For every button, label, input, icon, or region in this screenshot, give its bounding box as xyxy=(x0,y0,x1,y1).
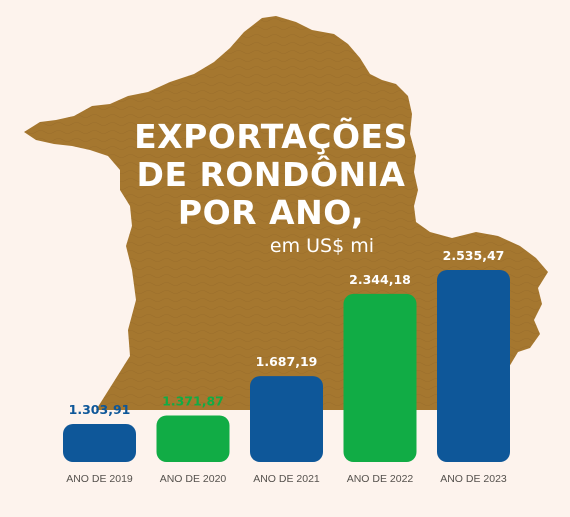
category-label-4: ANO DE 2022 xyxy=(347,473,414,485)
bar-2 xyxy=(156,415,230,462)
rondonia-map-texture xyxy=(24,16,548,410)
value-label-5: 2.535,47 xyxy=(443,248,505,263)
chart-subtitle: em US$ mi xyxy=(269,235,374,257)
bar-5 xyxy=(437,270,510,462)
bar-4 xyxy=(343,293,417,462)
chart-title: EXPORTAÇÕES DE RONDÔNIA POR ANO, em US$ … xyxy=(130,118,412,258)
title-line-3: POR ANO, xyxy=(177,193,365,232)
rondonia-map xyxy=(24,16,548,410)
bars-layer: 1.303,91 ANO DE 2019 1.371,87 ANO DE 2020 1.… xyxy=(63,248,510,485)
value-label-2: 1.371,87 xyxy=(162,394,224,409)
bar-3 xyxy=(250,376,323,462)
category-label-5: ANO DE 2023 xyxy=(440,473,507,485)
value-label-4: 2.344,18 xyxy=(349,272,411,287)
title-line-1: EXPORTAÇÕES xyxy=(134,117,408,156)
category-label-1: ANO DE 2019 xyxy=(66,473,133,485)
value-label-1: 1.303,91 xyxy=(69,402,131,417)
bar-1 xyxy=(63,423,136,462)
category-label-2: ANO DE 2020 xyxy=(160,473,227,485)
value-label-3: 1.687,19 xyxy=(256,354,318,369)
title-line-2: DE RONDÔNIA xyxy=(136,155,406,194)
category-label-3: ANO DE 2021 xyxy=(253,473,320,485)
